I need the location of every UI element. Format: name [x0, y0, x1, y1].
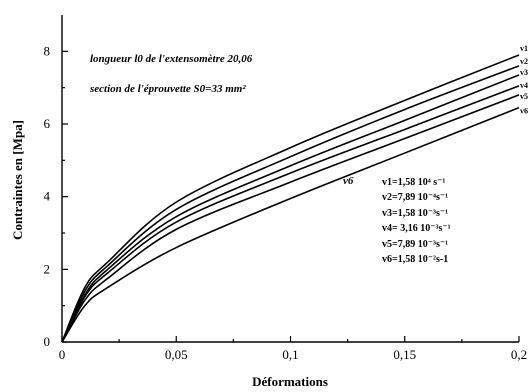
end-label-v3: v3 [520, 68, 528, 77]
series-line-v5 [61, 94, 520, 343]
legend-item-v5: v5=7,89 10⁻³s⁻¹ [382, 239, 448, 250]
y-tick-label: 6 [44, 116, 51, 131]
annotation-section: section de l'éprouvette S0=33 mm² [89, 83, 246, 95]
series-line-v6 [61, 106, 520, 343]
end-labels: v1 v2 v3 v4 v5 v6 [520, 44, 528, 116]
y-ticks: 0 2 4 6 8 [44, 43, 68, 349]
end-label-v5: v5 [520, 92, 528, 101]
series-line-v3 [61, 74, 520, 343]
series-line-v2 [61, 65, 520, 343]
x-tick-label: 0,2 [511, 347, 527, 362]
y-tick-label: 4 [44, 189, 51, 204]
end-label-v6: v6 [520, 107, 528, 116]
legend-item-v3: v3=1,58 10⁻³s⁻¹ [382, 208, 448, 219]
legend-item-v4: v4= 3,16 10⁻³s⁻¹ [382, 223, 451, 234]
x-axis-label: Déformations [252, 374, 328, 389]
end-label-v4: v4 [520, 81, 528, 90]
x-ticks: 0 0,05 0,1 0,15 0,2 [59, 336, 527, 362]
y-axis-label: Contraintes en [Mpa] [10, 120, 25, 240]
legend-item-v6: v6=1,58 10⁻²s-1 [382, 254, 448, 265]
inline-label-v6: v6 [343, 175, 354, 187]
x-tick-label: 0,05 [165, 347, 188, 362]
y-tick-label: 8 [44, 43, 51, 58]
x-tick-label: 0,1 [282, 347, 298, 362]
end-label-v2: v2 [520, 57, 528, 66]
x-tick-label: 0,15 [393, 347, 416, 362]
series-line-v1 [61, 54, 520, 343]
end-label-v1: v1 [520, 44, 528, 53]
x-tick-label: 0 [59, 347, 66, 362]
legend: v1=1,58 10⁴ s⁻¹ v2=7,89 10⁻⁴s⁻¹ v3=1,58 … [382, 177, 451, 265]
legend-item-v1: v1=1,58 10⁴ s⁻¹ [382, 177, 445, 188]
y-tick-label: 0 [44, 334, 51, 349]
annotation-extensometer: longueur l0 de l'extensomètre 20,06 [90, 53, 253, 65]
y-tick-label: 2 [44, 261, 51, 276]
series-line-v4 [61, 85, 520, 343]
legend-item-v2: v2=7,89 10⁻⁴s⁻¹ [382, 192, 448, 203]
series-lines [61, 54, 520, 343]
